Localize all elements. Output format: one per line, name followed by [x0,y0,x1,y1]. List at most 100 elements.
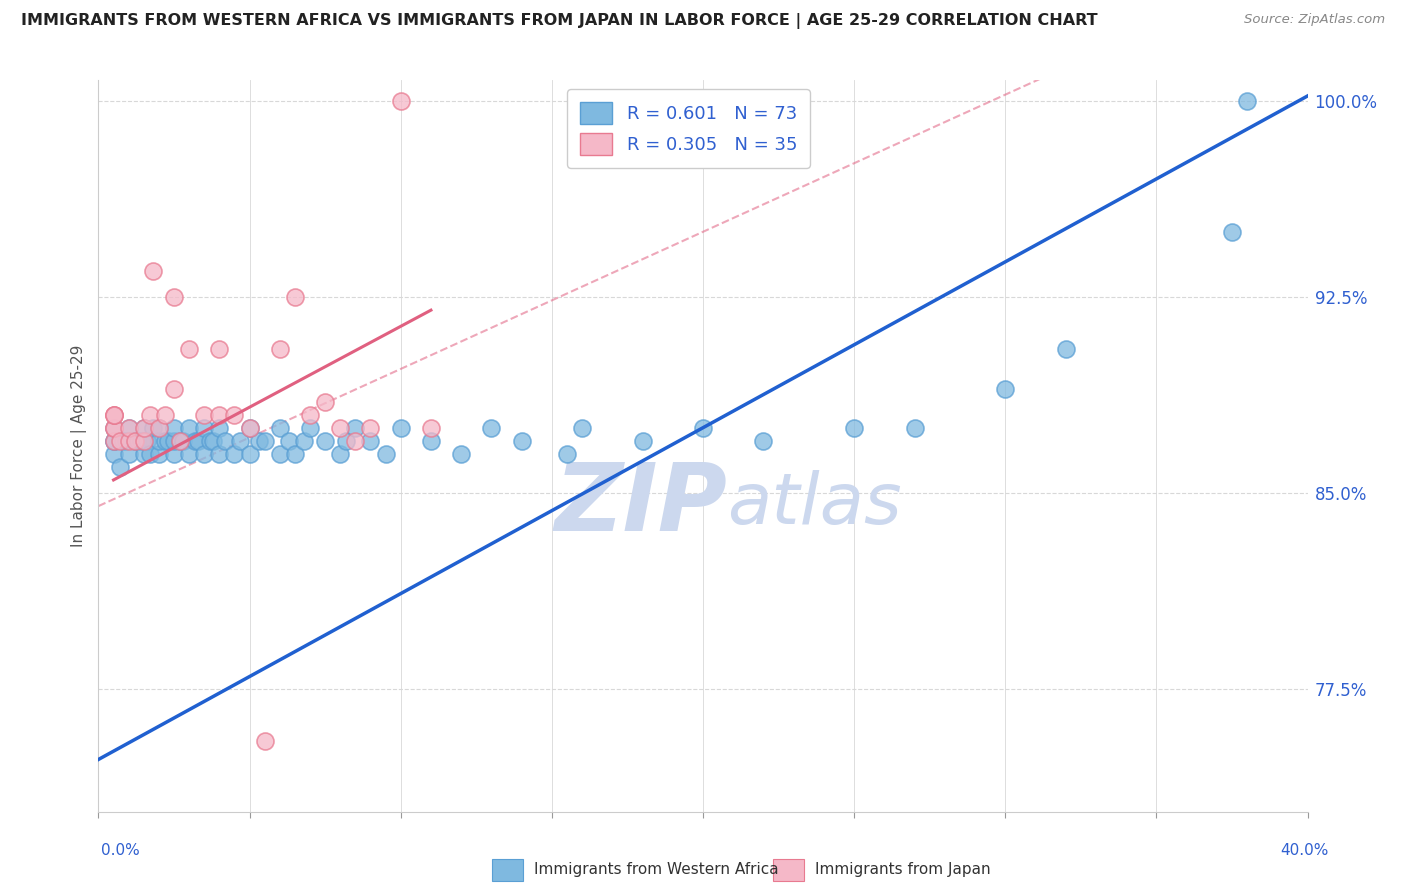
Point [253,434,276,448]
Point [239,421,262,435]
Point [132,434,155,448]
Point [103,408,125,422]
Point [284,290,307,304]
Point [202,434,225,448]
Point [1054,343,1077,357]
Point [187,434,209,448]
Point [118,421,141,435]
Point [253,734,276,748]
Point [172,434,194,448]
Point [103,421,125,435]
Point [344,421,367,435]
Point [208,343,231,357]
Point [103,421,125,435]
Point [132,421,155,435]
Text: 0.0%: 0.0% [101,843,141,858]
Point [163,434,186,448]
Point [224,447,246,461]
Point [752,434,775,448]
Point [844,421,866,435]
Point [118,434,141,448]
Point [571,421,593,435]
Text: ZIP: ZIP [554,458,727,550]
Text: atlas: atlas [727,470,901,539]
Point [329,447,352,461]
Point [208,421,231,435]
Point [103,408,125,422]
Text: Immigrants from Western Africa: Immigrants from Western Africa [534,863,779,877]
Y-axis label: In Labor Force | Age 25-29: In Labor Force | Age 25-29 [72,345,87,547]
Point [118,421,141,435]
Point [208,447,231,461]
Point [389,421,412,435]
Point [163,382,186,396]
Point [269,343,291,357]
Point [284,447,307,461]
Text: IMMIGRANTS FROM WESTERN AFRICA VS IMMIGRANTS FROM JAPAN IN LABOR FORCE | AGE 25-: IMMIGRANTS FROM WESTERN AFRICA VS IMMIGR… [21,13,1098,29]
Point [163,421,186,435]
Point [111,434,134,448]
Point [229,434,252,448]
Point [208,408,231,422]
Point [374,447,396,461]
Point [148,447,170,461]
Point [124,434,146,448]
Point [139,408,162,422]
Point [277,434,299,448]
Point [329,421,352,435]
Legend: R = 0.601   N = 73, R = 0.305   N = 35: R = 0.601 N = 73, R = 0.305 N = 35 [567,89,810,168]
Point [103,434,125,448]
Point [153,408,176,422]
Point [269,421,291,435]
Point [132,447,155,461]
Point [200,434,222,448]
Point [344,434,367,448]
Point [389,94,412,108]
Point [148,421,170,435]
Point [179,343,201,357]
Point [108,434,131,448]
Point [163,290,186,304]
Point [142,421,165,435]
Point [247,434,270,448]
Point [239,447,262,461]
Point [314,394,336,409]
Point [148,421,170,435]
Point [103,447,125,461]
Point [163,447,186,461]
Point [269,447,291,461]
Point [114,434,136,448]
Point [103,421,125,435]
Point [224,408,246,422]
Point [292,434,315,448]
Point [179,421,201,435]
Point [148,434,170,448]
Point [214,434,236,448]
Point [1236,94,1258,108]
Point [1220,225,1243,239]
Point [156,434,179,448]
Point [299,421,322,435]
Point [135,434,157,448]
Point [420,434,443,448]
Point [994,382,1017,396]
Point [692,421,714,435]
Point [299,408,322,422]
Point [103,434,125,448]
Point [132,421,155,435]
Point [193,421,215,435]
Point [239,421,262,435]
Point [184,434,207,448]
Point [360,421,382,435]
Text: Source: ZipAtlas.com: Source: ZipAtlas.com [1244,13,1385,27]
Point [510,434,533,448]
Point [314,434,336,448]
Point [124,434,146,448]
Point [450,447,472,461]
Point [179,447,201,461]
Point [139,447,162,461]
Text: Immigrants from Japan: Immigrants from Japan [815,863,991,877]
Point [193,408,215,422]
Point [127,434,149,448]
Point [103,408,125,422]
